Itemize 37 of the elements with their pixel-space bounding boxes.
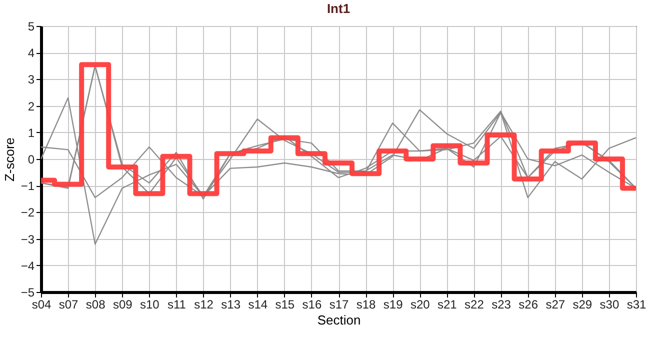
x-tick-label: s29 <box>572 298 592 312</box>
y-tick-label: 0 <box>28 152 35 166</box>
x-tick-label: s23 <box>492 298 512 312</box>
x-tick-label: s20 <box>410 298 430 312</box>
y-tick-label: −2 <box>20 206 35 220</box>
x-tick-label: s11 <box>167 298 186 312</box>
x-tick-label: s17 <box>329 298 349 312</box>
x-axis-title: Section <box>317 312 361 328</box>
y-tick-label: −4 <box>20 258 35 273</box>
x-tick-label: s19 <box>383 298 404 312</box>
x-tick-label: s16 <box>302 298 322 312</box>
x-tick-label: s10 <box>140 298 160 312</box>
x-tick-label: s18 <box>356 298 376 312</box>
x-tick-label: s09 <box>112 298 133 312</box>
x-tick-label: s30 <box>600 298 620 312</box>
y-tick-label: 1 <box>28 126 35 140</box>
x-tick-label: s22 <box>464 298 484 312</box>
x-tick-label: s27 <box>546 298 566 312</box>
x-tick-label: s12 <box>194 298 214 312</box>
y-tick-label: 3 <box>28 72 35 87</box>
x-tick-label: s31 <box>626 298 646 312</box>
x-tick-label: s26 <box>518 298 538 312</box>
y-tick-label: 4 <box>28 46 35 60</box>
y-tick-label: 2 <box>28 99 35 114</box>
x-tick-label: s04 <box>32 298 52 312</box>
y-axis-title: Z-score <box>2 137 17 182</box>
y-tick-label: −5 <box>20 286 35 300</box>
x-tick-label: s21 <box>438 298 458 312</box>
x-tick-label: s15 <box>275 298 295 312</box>
y-tick-label: −1 <box>20 179 35 194</box>
x-tick-label: s08 <box>86 298 106 312</box>
x-tick-label: s13 <box>221 298 241 312</box>
chart-title: Int1 <box>326 1 350 16</box>
x-tick-label: s07 <box>58 298 79 312</box>
x-tick-label: s14 <box>248 298 268 312</box>
y-tick-label: −3 <box>20 232 35 246</box>
y-tick-label: 5 <box>28 20 35 34</box>
